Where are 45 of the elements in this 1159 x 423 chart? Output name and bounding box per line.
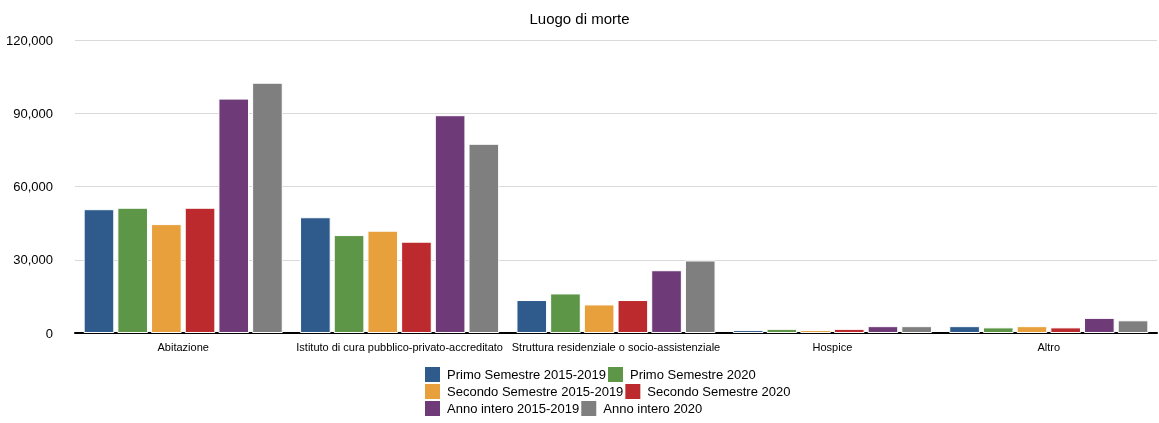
bar	[184, 207, 216, 333]
y-tick-label: 120,000	[6, 32, 53, 48]
bar	[401, 241, 432, 333]
bar	[867, 326, 899, 333]
bar	[550, 293, 581, 333]
bar	[333, 235, 365, 333]
bar	[651, 270, 682, 333]
x-tick-label: Hospice	[812, 340, 853, 353]
x-tick-label: Istituto di cura pubblico-privato-accreditato	[296, 340, 503, 353]
legend-label: Anno intero 2015-2019	[447, 401, 580, 416]
x-tick-label: Altro	[1037, 340, 1061, 353]
bar	[468, 143, 500, 333]
legend-label: Anno intero 2020	[603, 401, 703, 416]
bar	[367, 230, 399, 333]
y-tick-label: 60,000	[13, 179, 53, 194]
legend-label: Secondo Semestre 2020	[647, 384, 791, 399]
bar	[766, 328, 798, 333]
chart-title: Luogo di morte	[529, 10, 630, 27]
bar	[218, 98, 250, 333]
bar	[516, 300, 548, 333]
bar	[252, 82, 283, 333]
bar	[83, 209, 115, 333]
bar	[1016, 326, 1048, 333]
y-tick-label: 90,000	[13, 105, 53, 121]
bar	[1084, 317, 1115, 333]
legend-label: Secondo Semestre 2015-2019	[447, 384, 624, 399]
bar	[901, 326, 932, 333]
x-tick-label: Struttura residenziale o socio-assistenziale	[511, 340, 721, 353]
bar	[617, 300, 649, 333]
y-tick-label: 0	[45, 325, 53, 341]
bar	[949, 326, 980, 333]
bar	[833, 328, 865, 333]
legend-label: Primo Semestre 2015-2019	[447, 367, 606, 382]
bar	[300, 217, 331, 333]
bar	[1117, 320, 1149, 333]
bar	[117, 207, 148, 333]
bar	[684, 260, 716, 333]
bar	[1050, 327, 1081, 333]
bar	[151, 224, 182, 333]
bar	[583, 304, 615, 333]
y-tick-label: 30,000	[13, 252, 53, 268]
bar	[434, 115, 466, 333]
legend-label: Primo Semestre 2020	[629, 367, 756, 382]
bar	[982, 327, 1014, 333]
x-tick-label: Abitazione	[157, 340, 209, 353]
